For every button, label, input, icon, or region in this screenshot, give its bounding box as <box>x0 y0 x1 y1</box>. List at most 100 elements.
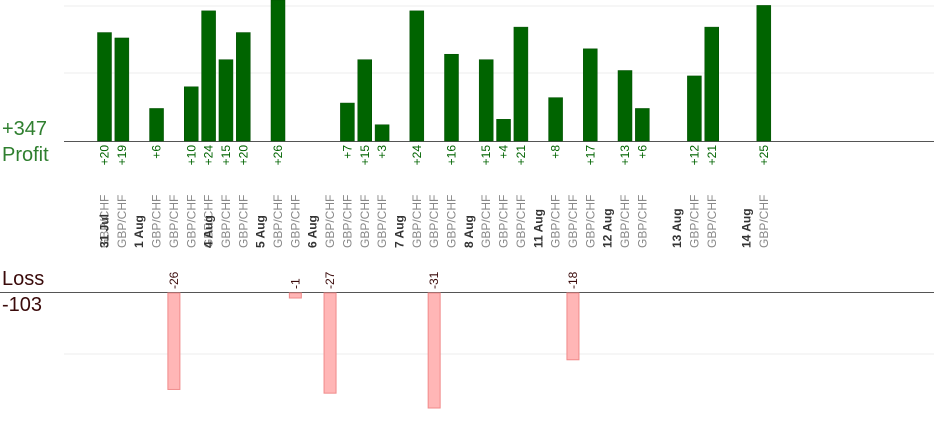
date-label: 1 Aug <box>132 215 146 248</box>
instrument-label: GBP/CHF <box>375 195 389 248</box>
instrument-label: GBP/CHF <box>150 195 164 248</box>
date-label: 4 Aug <box>202 215 216 248</box>
loss-total: -103 <box>2 294 43 316</box>
profit-bar <box>97 32 112 142</box>
profit-value-label: +20 <box>98 145 112 166</box>
profit-bar <box>270 0 286 142</box>
profit-bar <box>478 59 494 142</box>
profit-value-label: +10 <box>184 145 198 166</box>
profit-bar <box>687 75 702 142</box>
instrument-label: GBP/CHF <box>219 195 233 248</box>
profit-value-label: +17 <box>583 145 597 166</box>
profit-bar <box>635 108 650 142</box>
profit-total: +347 <box>2 118 48 140</box>
profit-value-label: +6 <box>150 145 164 159</box>
loss-bar <box>566 292 580 361</box>
instrument-label: GBP/CHF <box>635 195 649 248</box>
profit-bar <box>184 86 199 142</box>
profit-bar <box>756 5 772 142</box>
profit-bar <box>444 53 459 142</box>
loss-bar <box>427 292 441 409</box>
profit-value-label: +15 <box>479 145 493 166</box>
instrument-label: GBP/CHF <box>271 195 285 248</box>
instrument-label: GBP/CHF <box>288 195 302 248</box>
instrument-label: GBP/CHF <box>115 195 129 248</box>
date-label: 14 Aug <box>739 208 753 248</box>
profit-value-label: +26 <box>271 145 285 166</box>
instrument-label: GBP/CHF <box>583 195 597 248</box>
profit-bar <box>513 26 529 142</box>
instrument-label: GBP/CHF <box>497 195 511 248</box>
date-label: 8 Aug <box>462 215 476 248</box>
instrument-label: GBP/CHF <box>427 195 441 248</box>
profit-bar <box>357 59 372 142</box>
profit-value-label: +20 <box>236 145 250 166</box>
profit-value-label: +8 <box>549 145 563 159</box>
instrument-label: GBP/CHF <box>236 195 250 248</box>
loss-value-label: -1 <box>288 278 302 289</box>
instrument-label: GBP/CHF <box>705 195 719 248</box>
profit-bar <box>236 32 251 142</box>
date-label: 11 Aug <box>531 209 545 248</box>
profit-value-label: +21 <box>514 145 528 166</box>
date-label: 13 Aug <box>670 208 684 248</box>
profit-bar <box>704 26 719 142</box>
profit-value-label: +3 <box>375 145 389 159</box>
profit-bar <box>617 70 633 142</box>
profit-bar <box>149 108 164 142</box>
profit-bar <box>496 119 511 142</box>
profit-value-label: +4 <box>497 145 511 159</box>
loss-bar <box>167 292 181 390</box>
instrument-label: GBP/CHF <box>323 195 337 248</box>
date-label: 5 Aug <box>254 215 268 248</box>
date-label: 6 Aug <box>306 215 320 248</box>
profit-label: Profit <box>2 144 49 166</box>
profit-bar <box>409 10 425 142</box>
instrument-label: GBP/CHF <box>202 195 216 248</box>
instrument-label: GBP/CHF <box>167 195 181 248</box>
loss-bar <box>323 292 337 394</box>
loss-label: Loss <box>2 268 45 290</box>
date-label: 12 Aug <box>601 208 615 248</box>
profit-value-label: +25 <box>757 145 771 166</box>
loss-bar <box>288 292 302 299</box>
profit-value-label: +19 <box>115 145 129 166</box>
profit-bar <box>201 10 216 142</box>
instrument-label: GBP/CHF <box>445 195 459 248</box>
profit-value-label: +6 <box>635 145 649 159</box>
profit-bar <box>548 97 563 142</box>
instrument-label: GBP/CHF <box>618 195 632 248</box>
instrument-label: GBP/CHF <box>340 195 354 248</box>
instrument-label: GBP/CHF <box>184 195 198 248</box>
profit-value-label: +24 <box>202 145 216 166</box>
profit-value-label: +12 <box>687 145 701 166</box>
profit-value-label: +13 <box>618 145 632 166</box>
date-label: 7 Aug <box>392 215 406 248</box>
instrument-label: GBP/CHF <box>549 195 563 248</box>
instrument-label: GBP/CHF <box>410 195 424 248</box>
profit-value-label: +16 <box>445 145 459 166</box>
loss-value-label: -26 <box>167 271 181 289</box>
profit-value-label: +21 <box>705 145 719 166</box>
instrument-label: GBP/CHF <box>98 195 112 248</box>
profit-value-label: +15 <box>358 145 372 166</box>
profit-value-label: +15 <box>219 145 233 166</box>
profit-bar <box>374 124 390 142</box>
profit-bar <box>114 37 130 142</box>
profit-bar <box>583 48 598 142</box>
instrument-label: GBP/CHF <box>687 195 701 248</box>
loss-value-label: -31 <box>427 271 441 289</box>
profit-value-label: +24 <box>410 145 424 166</box>
instrument-label: GBP/CHF <box>757 195 771 248</box>
profit-value-label: +7 <box>340 145 354 159</box>
date-label: 31 Jul <box>98 214 112 248</box>
instrument-label: GBP/CHF <box>514 195 528 248</box>
loss-value-label: -18 <box>566 271 580 289</box>
instrument-label: GBP/CHF <box>566 195 580 248</box>
instrument-label: GBP/CHF <box>358 195 372 248</box>
instrument-label: GBP/CHF <box>479 195 493 248</box>
profit-bar <box>218 59 234 142</box>
profit-bar <box>340 102 355 142</box>
